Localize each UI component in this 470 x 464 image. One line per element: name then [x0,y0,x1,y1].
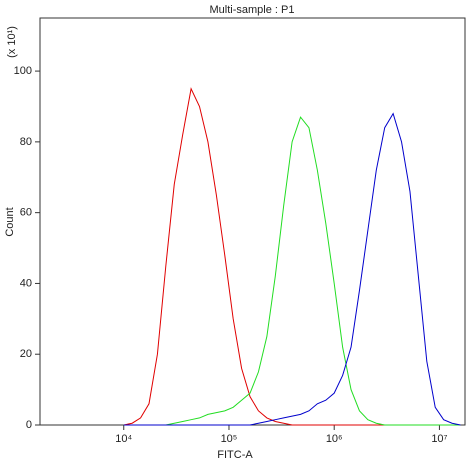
histogram-line [123,87,461,426]
y-axis-label: Count [4,207,16,236]
x-tick-label: 10⁵ [221,433,238,445]
x-tick-label: 10⁴ [115,433,132,445]
histogram-line [123,116,461,426]
y-tick-label: 100 [14,65,32,77]
plot-frame [39,17,466,426]
y-tick-label: 40 [20,277,32,289]
y-tick-label: 60 [20,207,32,219]
y-tick-label: 20 [20,348,32,360]
x-tick-label: 10⁷ [431,433,447,445]
y-tick-label: 0 [26,419,32,431]
histogram-line [123,112,461,426]
y-tick-label: 80 [20,136,32,148]
chart-title: Multi-sample : P1 [210,4,295,16]
x-tick-label: 10⁶ [326,433,343,445]
x-axis-label: FITC-A [217,449,253,461]
y-multiplier: (x 10¹) [6,26,18,58]
